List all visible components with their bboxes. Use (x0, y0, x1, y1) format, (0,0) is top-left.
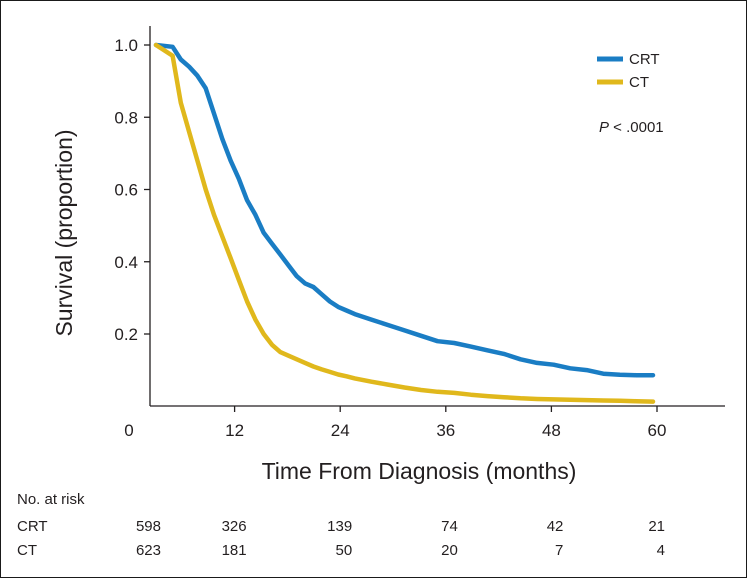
y-tick-label: 0.4 (114, 253, 138, 272)
risk-value-crt: 74 (441, 518, 458, 535)
risk-table-title: No. at risk (17, 491, 85, 508)
x-tick-label: 24 (331, 421, 350, 440)
x-tick-label: 60 (648, 421, 667, 440)
y-tick-label: 0.6 (114, 181, 138, 200)
risk-value-ct: 20 (441, 542, 458, 559)
x-axis-title: Time From Diagnosis (months) (262, 458, 577, 484)
axes (149, 26, 725, 407)
risk-value-crt: 326 (222, 518, 247, 535)
x-tick-label: 0 (124, 421, 133, 440)
p-value-annotation: P < .0001 (599, 119, 664, 136)
risk-value-ct: 50 (336, 542, 353, 559)
x-tick-label: 12 (225, 421, 244, 440)
risk-value-ct: 623 (136, 542, 161, 559)
series-line-crt (153, 42, 656, 378)
y-tick-label: 0.2 (114, 325, 138, 344)
p-value-text: < .0001 (609, 119, 664, 136)
legend-label-crt: CRT (629, 51, 660, 68)
risk-value-crt: 21 (648, 518, 665, 535)
y-tick-label: 1.0 (114, 36, 138, 55)
x-tick-label: 36 (436, 421, 455, 440)
y-tick-label: 0.8 (114, 108, 138, 127)
risk-value-ct: 7 (555, 542, 563, 559)
legend-label-ct: CT (629, 74, 649, 91)
series-line-ct (153, 42, 656, 404)
risk-value-crt: 42 (547, 518, 564, 535)
risk-row-label-ct: CT (17, 542, 37, 559)
series-layer (153, 42, 656, 404)
risk-row-label-crt: CRT (17, 518, 48, 535)
y-ticks: 0.2 0.4 0.6 0.8 1.0 (114, 36, 150, 344)
x-tick-label: 48 (542, 421, 561, 440)
x-ticks: 0 12 24 36 48 60 (124, 406, 666, 440)
risk-value-ct: 4 (657, 542, 665, 559)
risk-value-crt: 139 (327, 518, 352, 535)
p-value-prefix: P (599, 119, 609, 136)
risk-value-ct: 181 (222, 542, 247, 559)
y-axis-title: Survival (proportion) (51, 129, 77, 336)
risk-value-crt: 598 (136, 518, 161, 535)
legend: CRT CT (597, 51, 660, 91)
